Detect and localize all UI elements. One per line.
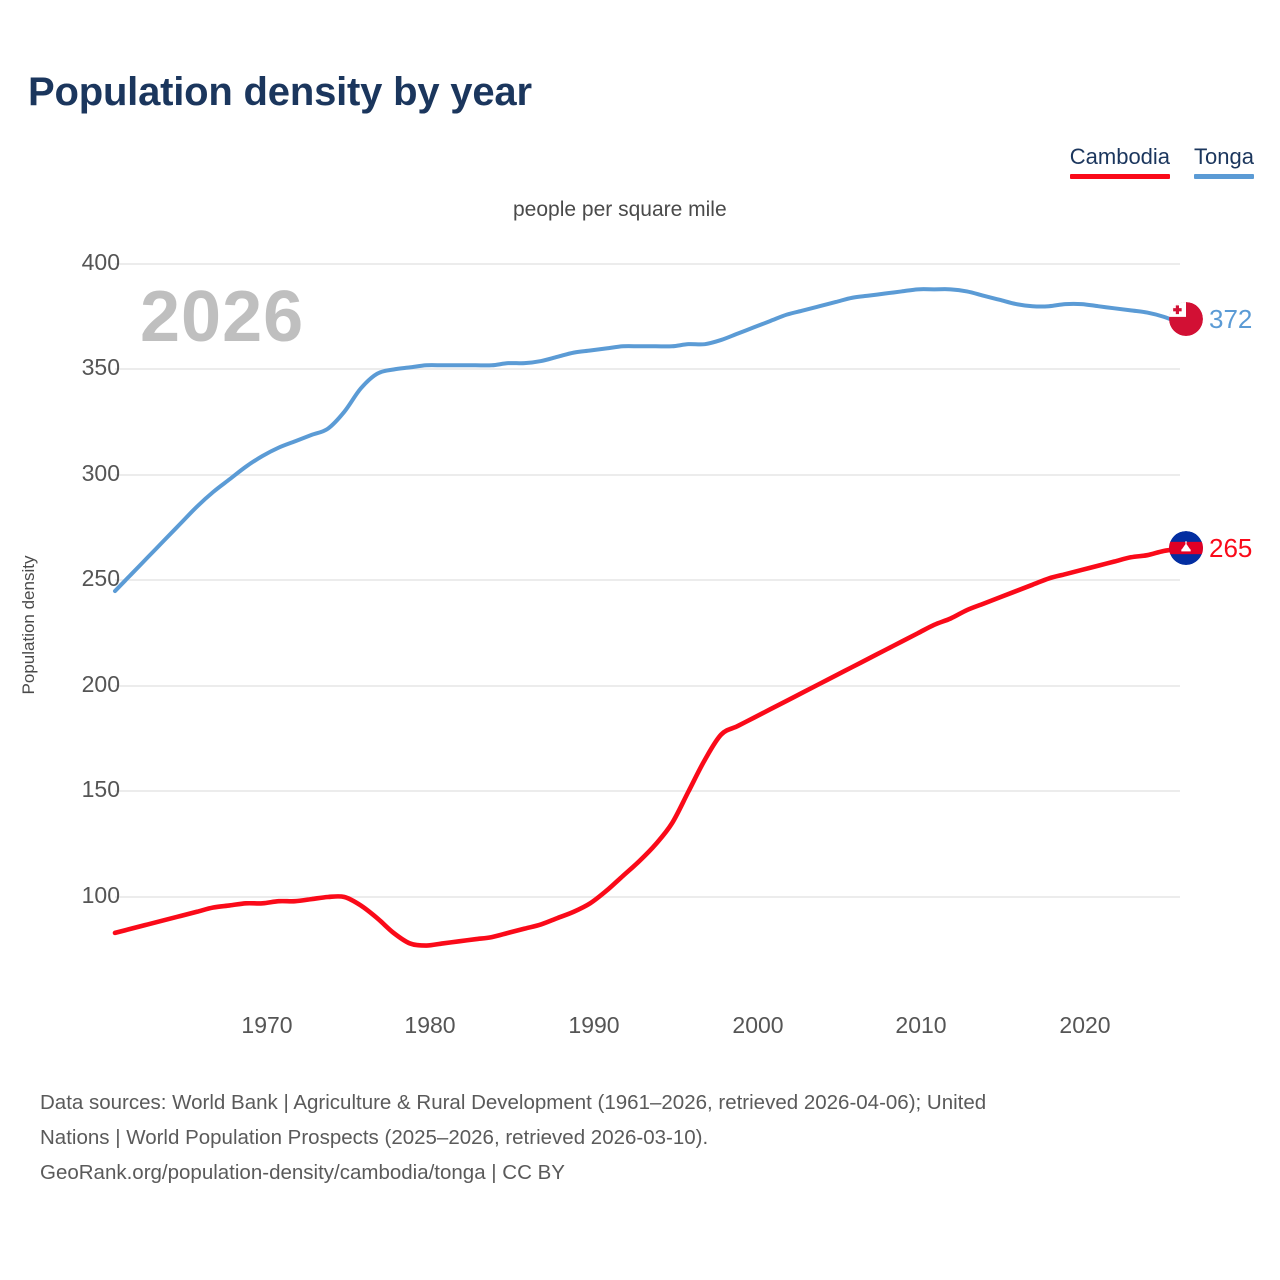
x-tick-2000: 2000 (732, 1012, 784, 1038)
legend-label-tonga: Tonga (1194, 144, 1254, 169)
end-value-tonga: 372 (1209, 303, 1253, 334)
y-tick-100: 100 (81, 882, 120, 908)
legend-rule-cambodia (1069, 174, 1171, 179)
x-tick-1990: 1990 (568, 1012, 620, 1038)
legend: Cambodia Tonga (1069, 144, 1254, 179)
series-lines (112, 287, 1183, 948)
legend-label-cambodia: Cambodia (1069, 144, 1171, 169)
footer: Data sources: World Bank | Agriculture &… (40, 1085, 1255, 1190)
legend-rule-tonga (1194, 174, 1254, 179)
end-marker-cambodia[interactable]: 265 (1169, 531, 1252, 565)
legend-item-cambodia[interactable]: Cambodia (1069, 144, 1171, 179)
y-tick-200: 200 (81, 671, 120, 697)
tonga-flag-icon (1169, 302, 1203, 336)
end-value-cambodia: 265 (1209, 532, 1253, 563)
x-tick-2020: 2020 (1059, 1012, 1111, 1038)
year-watermark: 2026 (140, 277, 305, 357)
footer-line-2: Nations | World Population Prospects (20… (40, 1126, 709, 1149)
series-line-tonga (113, 287, 1182, 594)
footer-line-1: Data sources: World Bank | Agriculture &… (40, 1091, 987, 1114)
x-tick-1980: 1980 (404, 1012, 456, 1038)
y-tick-300: 300 (81, 460, 120, 486)
cambodia-flag-icon (1169, 531, 1203, 565)
series-line-cambodia (112, 546, 1183, 948)
x-tick-2010: 2010 (895, 1012, 947, 1038)
legend-item-tonga[interactable]: Tonga (1194, 144, 1254, 179)
y-tick-150: 150 (81, 776, 120, 802)
units-label: people per square mile (513, 198, 727, 221)
y-tick-400: 400 (81, 249, 120, 275)
gridlines (115, 263, 1180, 898)
y-tick-250: 250 (81, 565, 120, 591)
end-marker-tonga[interactable]: 372 (1169, 302, 1252, 336)
footer-line-3: GeoRank.org/population-density/cambodia/… (40, 1161, 565, 1184)
y-tick-350: 350 (81, 354, 120, 380)
x-tick-1970: 1970 (241, 1012, 293, 1038)
page-title: Population density by year (28, 70, 532, 114)
